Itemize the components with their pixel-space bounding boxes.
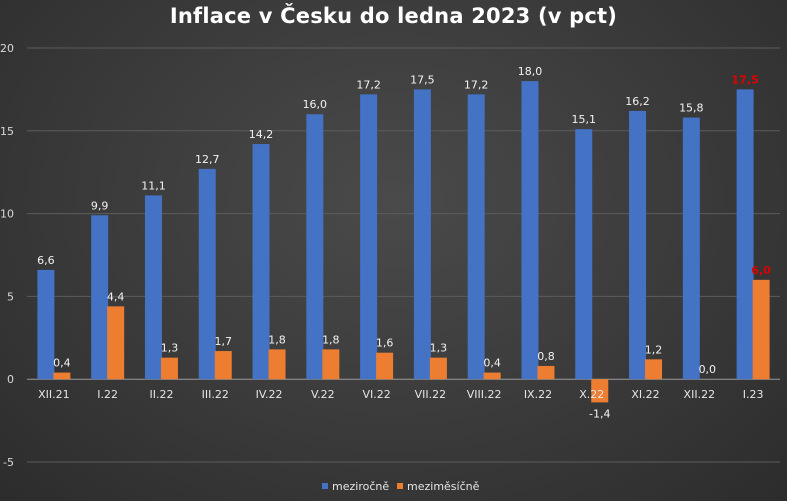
bar-mezimesicne <box>107 306 125 380</box>
bar-mezirocne <box>144 195 162 380</box>
data-label: 15,8 <box>679 102 704 115</box>
data-label: 0,4 <box>483 357 501 370</box>
bar-mezirocne <box>252 144 270 380</box>
bar-mezimesicne <box>752 279 770 380</box>
bar-mezirocne <box>198 168 216 380</box>
y-tick-label: 10 <box>0 208 14 221</box>
y-tick-label: 15 <box>0 125 14 138</box>
data-label: 17,5 <box>410 73 435 86</box>
data-label: 6,0 <box>751 264 771 277</box>
bar-mezimesicne <box>322 349 340 380</box>
bar-mezimesicne <box>214 351 232 380</box>
chart-title: Inflace v Česku do ledna 2023 (v pct) <box>169 4 618 28</box>
x-tick-label: I.23 <box>743 388 764 401</box>
bar-mezirocne <box>413 89 431 380</box>
x-tick-label: X.22 <box>579 388 604 401</box>
bar-mezirocne <box>360 94 378 380</box>
bar-mezimesicne <box>268 349 286 380</box>
data-label: 1,8 <box>322 333 340 346</box>
bar-mezimesicne <box>645 359 663 380</box>
data-label: 15,1 <box>572 113 597 126</box>
bar-mezirocne <box>575 129 593 380</box>
bar-mezimesicne <box>483 372 501 380</box>
data-label: 1,7 <box>215 335 233 348</box>
y-tick-label: 5 <box>7 290 14 303</box>
bar-mezirocne <box>736 89 754 380</box>
data-label: 11,1 <box>141 179 166 192</box>
x-tick-label: III.22 <box>202 388 229 401</box>
bar-mezirocne <box>37 269 55 380</box>
x-tick-label: XII.22 <box>684 388 716 401</box>
x-tick-label: V.22 <box>311 388 335 401</box>
legend-swatch <box>322 483 328 489</box>
x-tick-label: VIII.22 <box>467 388 502 401</box>
legend-label: meziměsíčně <box>407 480 480 493</box>
x-tick-label: IV.22 <box>256 388 283 401</box>
data-label: 9,9 <box>91 199 109 212</box>
y-tick-label: 20 <box>0 42 14 55</box>
bar-mezimesicne <box>160 357 178 380</box>
data-label: 1,8 <box>268 333 286 346</box>
data-label: -1,4 <box>589 407 610 420</box>
legend-swatch <box>397 483 403 489</box>
data-label: 17,2 <box>356 78 381 91</box>
data-label: 1,3 <box>161 342 179 355</box>
data-label: 0,0 <box>699 363 717 376</box>
bar-mezimesicne <box>429 357 447 380</box>
bar-mezirocne <box>629 110 647 380</box>
x-tick-label: XII.21 <box>38 388 70 401</box>
legend-label: meziročně <box>332 480 389 493</box>
data-label: 0,8 <box>537 350 555 363</box>
data-label: 17,2 <box>464 78 489 91</box>
data-label: 17,5 <box>732 73 759 86</box>
y-tick-label: 0 <box>7 373 14 386</box>
bar-mezimesicne <box>537 365 555 380</box>
bar-mezirocne <box>682 117 700 380</box>
x-tick-label: VI.22 <box>362 388 390 401</box>
x-tick-label: I.22 <box>97 388 118 401</box>
bar-mezimesicne <box>591 379 609 403</box>
data-label: 14,2 <box>249 128 274 141</box>
data-label: 4,4 <box>107 290 125 303</box>
x-tick-label: XI.22 <box>631 388 659 401</box>
x-tick-label: II.22 <box>149 388 173 401</box>
data-label: 6,6 <box>37 254 55 267</box>
x-tick-label: VII.22 <box>415 388 447 401</box>
bar-mezirocne <box>306 114 324 380</box>
data-label: 16,0 <box>303 98 328 111</box>
bar-mezimesicne <box>376 352 394 380</box>
data-label: 0,4 <box>53 357 71 370</box>
data-label: 16,2 <box>625 95 650 108</box>
bar-mezimesicne <box>53 372 71 380</box>
bar-mezirocne <box>521 81 539 380</box>
data-label: 1,6 <box>376 337 394 350</box>
bar-mezirocne <box>467 94 485 380</box>
x-tick-label: IX.22 <box>524 388 552 401</box>
y-tick-label: -5 <box>3 456 14 469</box>
data-label: 12,7 <box>195 153 220 166</box>
bar-mezirocne <box>91 215 109 380</box>
data-label: 18,0 <box>518 65 543 78</box>
data-label: 1,3 <box>430 342 448 355</box>
data-label: 1,2 <box>645 343 663 356</box>
